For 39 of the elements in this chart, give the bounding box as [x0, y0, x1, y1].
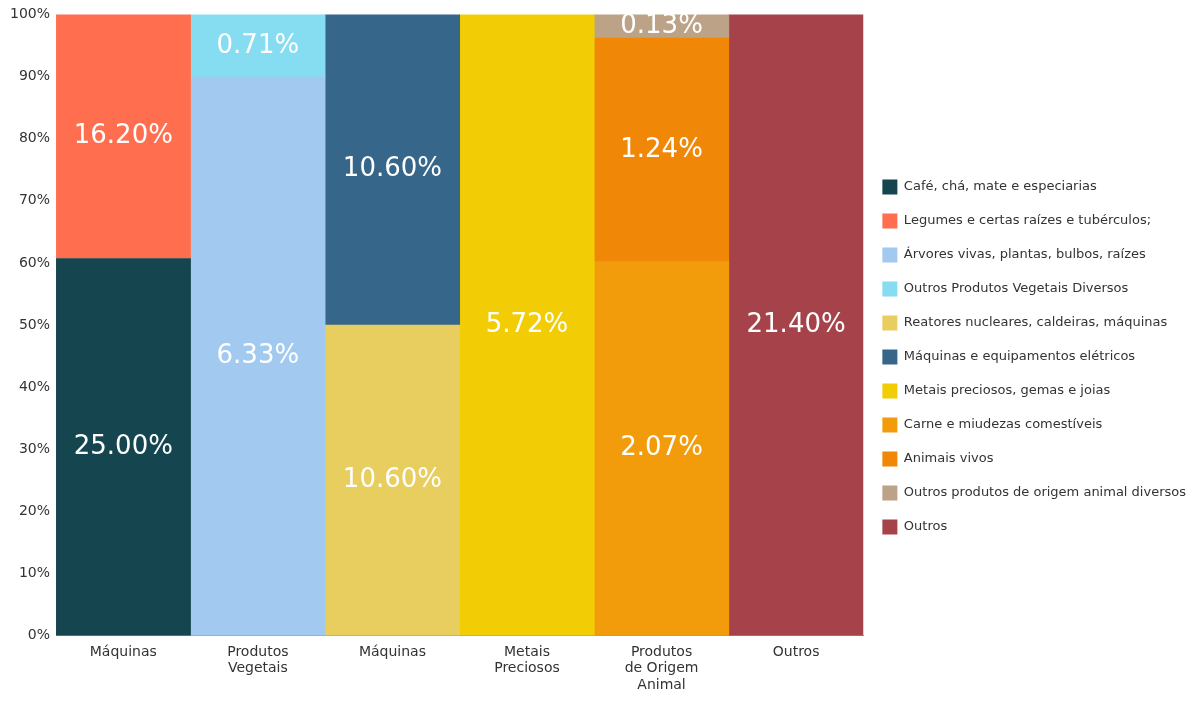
annotation: 21.40%	[746, 307, 846, 338]
y-tick-label: 0%	[27, 626, 51, 643]
y-tick-label: 30%	[18, 439, 51, 456]
annotation: 0.71%	[216, 28, 300, 59]
legend-label: Carne e miudezas comestíveis	[903, 416, 1103, 432]
legend-label: Outros produtos de origem animal diversos	[903, 484, 1187, 500]
annotation: 16.20%	[73, 119, 173, 150]
y-tick-label: 60%	[18, 253, 51, 270]
legend-label: Outros	[903, 518, 948, 534]
x-tick-label: Produtos Vegetais	[227, 642, 289, 676]
y-tick-label: 40%	[18, 377, 51, 394]
annotation: 6.33%	[216, 339, 300, 370]
x-tick-label: Metais Preciosos	[494, 642, 560, 676]
legend-label: Animais vivos	[903, 450, 994, 466]
legend-label: Legumes e certas raízes e tubérculos;	[903, 212, 1152, 228]
y-tick-label: 90%	[18, 67, 51, 84]
annotation: 25.00%	[73, 429, 173, 460]
y-tick-label: 50%	[18, 315, 51, 332]
legend-label: Café, chá, mate e especiarias	[903, 178, 1098, 194]
x-tick-label: Produtos de Origem Animal	[624, 642, 699, 693]
y-tick-label: 20%	[18, 502, 51, 518]
legend-label: Árvores vivas, plantas, bulbos, raízes	[903, 246, 1146, 262]
y-tick-label: 100%	[9, 5, 51, 22]
legend-label: Máquinas e equipamentos elétricos	[903, 348, 1136, 364]
annotation: 0.13%	[620, 8, 703, 39]
x-tick-label: Máquinas	[358, 642, 426, 659]
annotation: 10.60%	[342, 463, 442, 494]
annotation: 5.72%	[485, 307, 569, 338]
annotation: 2.07%	[620, 431, 703, 462]
x-tick-label: Máquinas	[89, 642, 157, 659]
annotation: 10.60%	[342, 152, 442, 183]
annotation: 1.24%	[620, 132, 703, 163]
y-tick-label: 70%	[18, 191, 51, 208]
y-tick-label: 80%	[18, 129, 51, 146]
legend-label: Outros Produtos Vegetais Diversos	[903, 280, 1129, 296]
x-tick-label: Outros	[772, 642, 820, 659]
legend-label: Metais preciosos, gemas e joias	[903, 382, 1111, 398]
legend-label: Reatores nucleares, caldeiras, máquinas	[903, 314, 1168, 330]
y-tick-label: 10%	[18, 564, 51, 581]
